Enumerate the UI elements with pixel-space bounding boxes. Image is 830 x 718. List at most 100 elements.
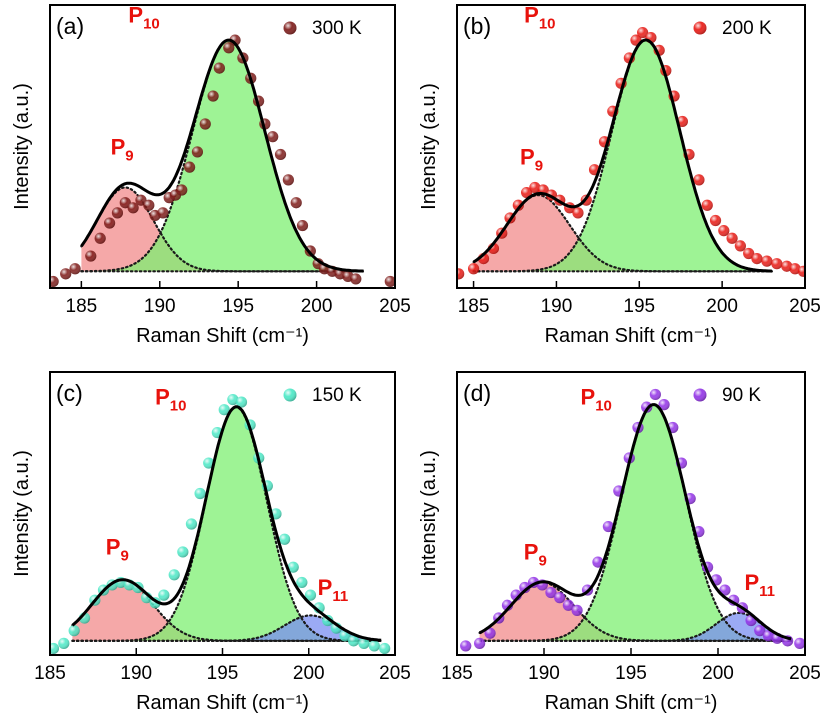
peak-label-base: P [524,2,539,27]
data-point-shine [754,625,766,637]
x-tick-label: 205 [789,663,821,684]
data-point-shine [761,255,773,267]
legend-marker-shine [693,388,707,402]
x-tick-label: 185 [34,663,66,684]
data-point-shine [191,146,204,158]
fill-p10 [72,407,382,641]
data-point-shine [177,546,189,558]
data-point-shine [199,118,211,130]
data-point-shine [267,131,279,143]
data-point-shine [158,589,170,601]
fill-p11 [479,612,792,641]
legend-label: 150 K [312,385,362,406]
peak-label-subscript: 9 [120,547,128,564]
data-point-shine [296,219,309,232]
peak-label-p10: P10 [581,385,612,415]
data-point-shine [572,207,584,219]
x-tick-label: 195 [207,663,239,684]
data-point-shine [797,265,805,277]
data-point-shine [794,637,805,649]
panel-b: 185 190 195 200 205 Raman Shift (cm⁻¹) Intensi… [418,2,821,347]
peak-label-p9: P9 [111,134,134,164]
panel-d: 185 190 195 200 205 Raman Shift (cm⁻¹) Intensi… [418,371,821,714]
peak-label-base: P [106,534,121,559]
peak-label-p11: P11 [318,575,349,605]
x-axis-title: Raman Shift (cm⁻¹) [545,692,718,714]
data-point-shine [50,275,59,288]
fill-p9 [473,195,772,272]
legend-label: 90 K [722,385,761,406]
data-point-shine [658,399,670,411]
legend-marker-shine [283,388,297,402]
data-point-shine [637,26,649,39]
x-tick-label: 200 [301,296,333,317]
data-point-shine [185,518,198,530]
data-point-shine [348,635,360,647]
data-point-shine [183,161,196,173]
x-tick-label: 205 [379,663,411,684]
data-point-shine [103,217,116,229]
x-tick-label: 195 [615,663,647,684]
data-point-shine [562,599,574,611]
y-axis-title: Intensity (a.u.) [11,450,33,577]
panel-c: 185 190 195 200 205 Raman Shift (cm⁻¹) Intensi… [11,371,411,714]
x-tick-label: 190 [144,296,176,317]
data-point-shine [519,581,531,594]
x-tick-label: 200 [293,663,325,684]
data-point-shine [460,640,472,652]
data-point-shine [207,90,219,102]
data-point-shine [641,401,653,413]
data-point-shine [168,569,180,581]
data-point-shine [282,174,294,186]
plot-area [457,26,805,280]
component-p9 [478,581,793,642]
x-tick-label: 195 [623,296,655,317]
data-point-shine [127,202,139,214]
data-point-shine [50,642,60,655]
data-point-shine [368,640,380,652]
data-point-shine [218,404,230,416]
x-tick-label: 190 [528,663,560,684]
peak-label-subscript: 11 [332,588,348,605]
fit-curve [71,405,382,642]
peak-label-p11: P11 [744,570,775,600]
plot-area [50,34,395,288]
data-point-shine [484,627,496,639]
data-point-shine [467,263,480,275]
panel-label: (a) [56,13,84,39]
peak-label-subscript: 9 [125,147,133,164]
data-point-shine [279,533,291,545]
data-point-shine [512,199,524,211]
data-point-shine [358,637,370,649]
peak-label-base: P [111,134,126,159]
data-point-shine [143,199,155,211]
data-point-shine [223,42,235,54]
fill-p10 [473,40,772,272]
data-point-shine [296,576,308,589]
fit-curve [80,38,364,273]
x-tick-label: 200 [706,296,738,317]
peak-label-p10: P10 [128,2,159,32]
data-point-shine [235,396,248,408]
peak-label-subscript: 10 [170,398,187,415]
peak-label-subscript: 10 [539,15,556,32]
data-point-shine [350,273,362,285]
data-point-shine [571,604,583,616]
data-point-shine [94,232,106,244]
peak-label-subscript: 9 [535,158,543,175]
x-tick-label: 205 [789,296,821,317]
data-point-shine [718,225,730,237]
peak-label-base: P [128,2,143,27]
data-point-shine [379,642,391,655]
y-axis-title: Intensity (a.u.) [11,83,33,210]
data-point-shine [521,186,533,199]
data-point-shine [60,268,72,280]
fit-curve [478,403,792,641]
panel-label: (d) [463,380,491,406]
peak-label-p9: P9 [524,540,547,570]
data-point-shine [726,232,738,244]
legend-label: 200 K [722,18,772,39]
panel-frame [456,4,806,289]
plot-area [460,388,805,652]
